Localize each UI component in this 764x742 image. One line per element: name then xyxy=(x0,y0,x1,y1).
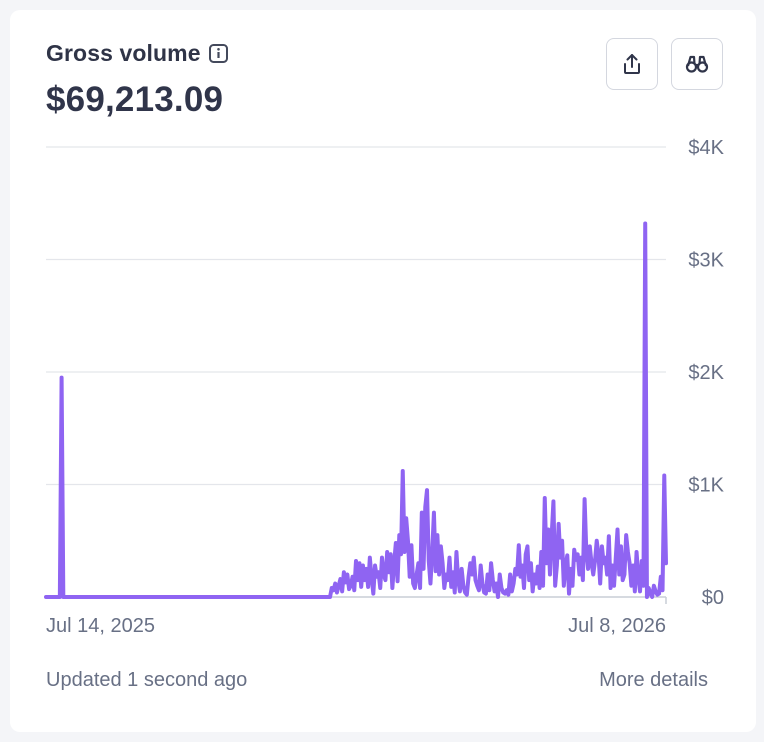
gross-volume-chart: $0 $1K $2K $3K $4K Jul 14, 2025 Jul 8, 2026 xyxy=(44,137,725,637)
title-row: Gross volume xyxy=(46,40,228,67)
explore-button[interactable] xyxy=(671,38,723,90)
y-tick-label: $4K xyxy=(688,137,724,159)
gross-volume-amount: $69,213.09 xyxy=(46,80,224,119)
series-line xyxy=(44,221,668,599)
info-icon[interactable] xyxy=(208,44,228,63)
card-title: Gross volume xyxy=(46,40,201,66)
gross-volume-card: Gross volume $69,213.09 $0 $1K $2K $3K $4K Ju… xyxy=(10,10,756,732)
y-tick-label: $3K xyxy=(688,250,724,272)
x-tick-label: Jul 14, 2025 xyxy=(46,615,155,637)
binoculars-icon xyxy=(685,55,709,73)
x-tick-label: Jul 8, 2026 xyxy=(568,615,666,637)
share-icon xyxy=(624,54,640,74)
more-details-link[interactable]: More details xyxy=(599,669,708,691)
updated-timestamp: Updated 1 second ago xyxy=(46,669,248,691)
share-button[interactable] xyxy=(606,38,658,90)
y-tick-label: $0 xyxy=(702,587,724,609)
y-tick-label: $1K xyxy=(688,475,724,497)
y-tick-label: $2K xyxy=(688,362,724,384)
